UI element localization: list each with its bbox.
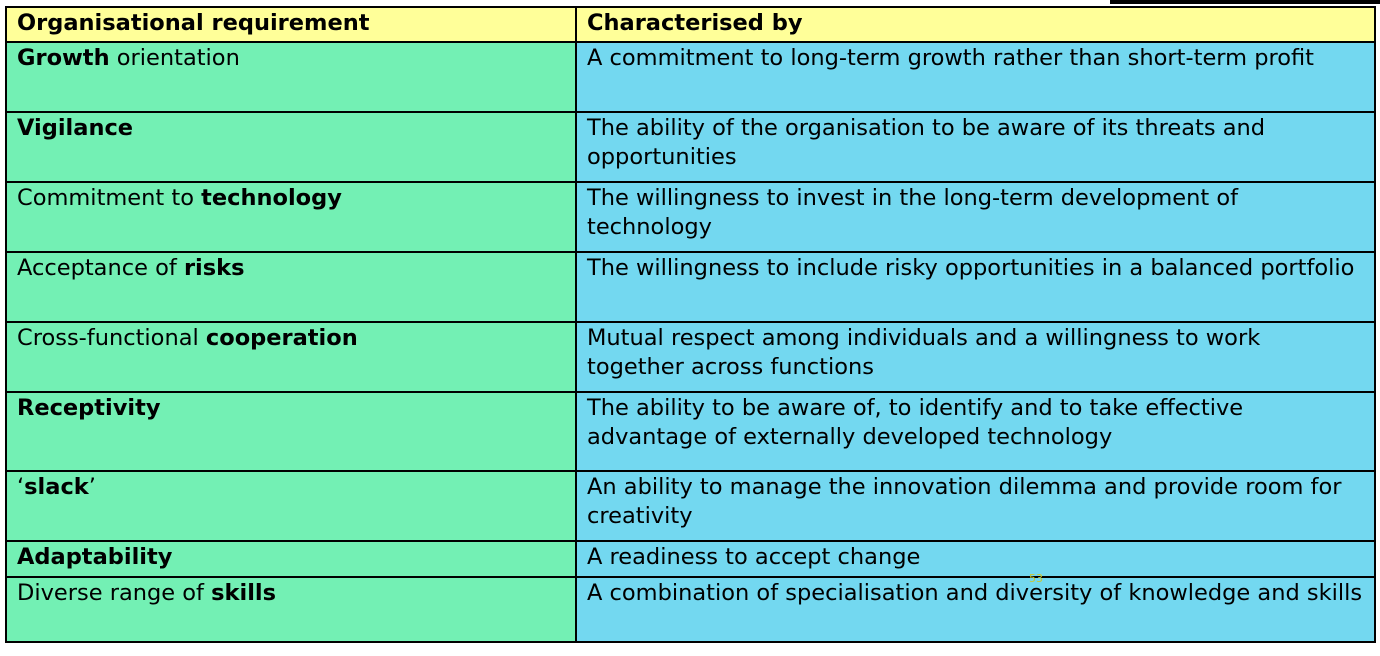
requirement-keyword: slack [24,474,89,500]
requirement-keyword: Vigilance [17,115,134,141]
requirement-text: Cross-functional [17,325,206,351]
table-row: Acceptance of risks The willingness to i… [5,251,1376,323]
requirement-text: Commitment to [17,185,202,211]
description-cell: A readiness to accept change [575,540,1376,578]
requirement-keyword: technology [201,185,342,211]
header-organisational-requirement: Organisational requirement [5,6,577,43]
requirement-cell: Receptivity [5,391,577,472]
description-cell: A commitment to long-term growth rather … [575,41,1376,113]
requirement-keyword: Growth [17,45,110,71]
requirement-cell: Adaptability [5,540,577,578]
description-cell: An ability to manage the innovation dile… [575,470,1376,542]
table-row: Diverse range of skills A combination of… [5,576,1376,643]
table-row: Adaptability A readiness to accept chang… [5,540,1376,578]
table-row: Receptivity The ability to be aware of, … [5,391,1376,472]
table-row: ‘slack’ An ability to manage the innovat… [5,470,1376,542]
description-cell: Mutual respect among individuals and a w… [575,321,1376,393]
requirement-text: ’ [88,474,96,500]
top-strip [0,0,1380,5]
slide-number: 53 [1029,572,1043,585]
description-cell: The ability of the organisation to be aw… [575,111,1376,183]
requirement-cell: Acceptance of risks [5,251,577,323]
requirement-keyword: risks [183,255,245,281]
table-row: Vigilance The ability of the organisatio… [5,111,1376,183]
requirement-text: Diverse range of [17,580,212,606]
requirement-cell: ‘slack’ [5,470,577,542]
requirement-cell: Commitment to technology [5,181,577,253]
requirement-text: Acceptance of [17,255,184,281]
requirement-cell: Growth orientation [5,41,577,113]
header-characterised-by: Characterised by [575,6,1376,43]
description-cell: The willingness to include risky opportu… [575,251,1376,323]
requirement-cell: Vigilance [5,111,577,183]
requirement-text: ‘ [17,474,25,500]
description-cell: A combination of specialisation and dive… [575,576,1376,643]
table-header-row: Organisational requirement Characterised… [5,6,1376,43]
requirement-cell: Cross-functional cooperation [5,321,577,393]
description-cell: The willingness to invest in the long-te… [575,181,1376,253]
table-row: Cross-functional cooperation Mutual resp… [5,321,1376,393]
requirement-keyword: skills [211,580,277,606]
requirement-keyword: Adaptability [17,544,173,570]
requirement-keyword: Receptivity [17,395,161,421]
requirement-text: orientation [109,45,240,71]
description-cell: The ability to be aware of, to identify … [575,391,1376,472]
table-row: Growth orientation A commitment to long-… [5,41,1376,113]
requirements-table: Organisational requirement Characterised… [5,6,1376,643]
top-border-line [1110,0,1380,4]
requirement-cell: Diverse range of skills [5,576,577,643]
requirement-keyword: cooperation [205,325,358,351]
table-row: Commitment to technology The willingness… [5,181,1376,253]
